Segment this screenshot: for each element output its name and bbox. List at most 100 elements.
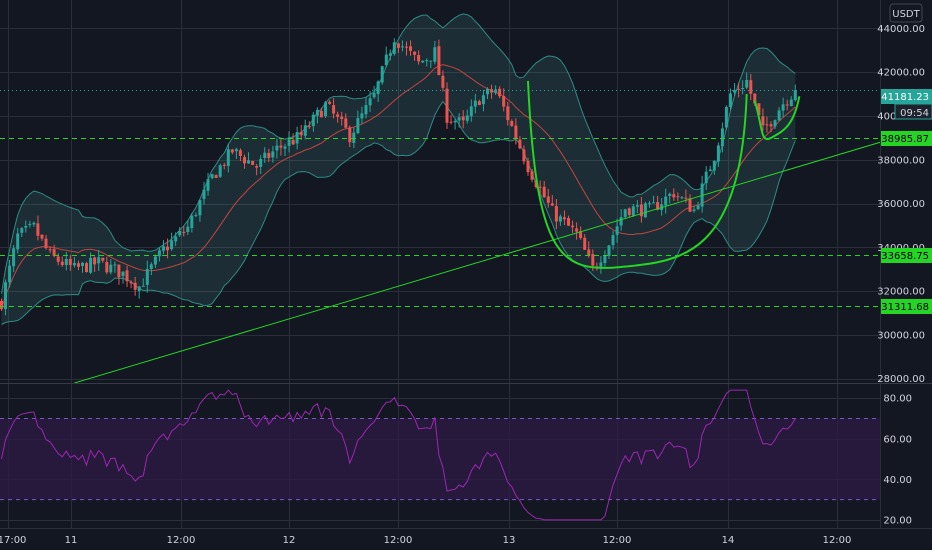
- candle-body: [765, 124, 769, 126]
- horizontal-levels: [0, 90, 880, 307]
- candle-body: [421, 60, 425, 63]
- candle-body: [166, 246, 169, 251]
- candle-body: [210, 174, 214, 179]
- candle-body: [473, 100, 477, 107]
- candle-body: [623, 209, 627, 217]
- candle-body: [170, 240, 174, 250]
- time-tick-label: 11: [65, 535, 78, 546]
- countdown-label: 09:54: [900, 108, 929, 119]
- level-tag-label: 33658.75: [881, 251, 929, 262]
- candle-body: [137, 286, 141, 291]
- candle-body: [405, 46, 408, 48]
- candle-body: [567, 218, 570, 226]
- price-tick-label: 42000.00: [877, 68, 925, 79]
- candle-body: [263, 152, 267, 158]
- time-tick-label: 12:00: [167, 535, 196, 546]
- candle-body: [733, 90, 736, 93]
- candle-body: [243, 157, 246, 164]
- price-tick-label: 30000.00: [877, 330, 925, 341]
- candle-body: [753, 93, 757, 104]
- candle-body: [518, 139, 522, 149]
- candle-body: [668, 193, 672, 196]
- candle-body: [453, 121, 457, 123]
- price-tick-label: 28000.00: [877, 374, 925, 385]
- candle-body: [696, 205, 700, 210]
- candle-body: [781, 104, 785, 111]
- candle-body: [230, 149, 234, 153]
- candle-body: [457, 117, 461, 121]
- candle-body: [417, 55, 421, 62]
- candle-body: [704, 171, 708, 183]
- candle-body: [364, 105, 368, 115]
- level-tag: [881, 131, 932, 146]
- candle-body: [749, 80, 753, 94]
- candle-body: [392, 42, 396, 54]
- candle-body: [498, 88, 502, 97]
- price-tick-label: 36000.00: [877, 199, 925, 210]
- candle-body: [162, 246, 165, 251]
- candle-body: [684, 197, 688, 199]
- currency-button[interactable]: USDT: [889, 3, 923, 23]
- candle-body: [773, 120, 777, 127]
- candle-body: [72, 262, 76, 266]
- candle-body: [186, 226, 190, 232]
- candle-body: [506, 106, 510, 121]
- candle-body: [562, 217, 566, 220]
- candle-body: [724, 106, 728, 128]
- candle-body: [16, 233, 20, 250]
- candle-body: [226, 149, 230, 166]
- candle-body: [542, 186, 546, 198]
- candle-body: [534, 180, 538, 188]
- candle-body: [664, 196, 668, 206]
- rsi-axis[interactable]: 20.00 40.00 60.00 80.00: [883, 394, 912, 527]
- candle-body: [380, 66, 384, 83]
- candle-body: [129, 282, 133, 284]
- candle-body: [93, 257, 97, 265]
- candle-body: [692, 209, 696, 211]
- candle-body: [680, 197, 684, 199]
- trendline: [74, 130, 917, 384]
- candle-body: [259, 158, 263, 167]
- candle-body: [785, 104, 789, 106]
- candle-body: [643, 203, 647, 218]
- candle-body: [178, 231, 182, 236]
- candle-body: [271, 151, 275, 158]
- candle-body: [202, 189, 206, 200]
- candle-body: [360, 113, 364, 119]
- candle-body: [81, 262, 84, 266]
- candle-body: [238, 150, 242, 156]
- candle-body: [344, 118, 348, 128]
- candle-body: [526, 161, 530, 173]
- candle-body: [627, 208, 631, 215]
- handle-arc: [753, 96, 801, 141]
- candle-body: [311, 114, 315, 127]
- candle-body: [599, 262, 603, 267]
- candle-body: [510, 121, 514, 126]
- candle-body: [12, 248, 16, 267]
- candle-body: [409, 46, 412, 51]
- price-axis[interactable]: 28000.0030000.0032000.0034000.0036000.00…: [877, 24, 925, 385]
- candle-body: [48, 249, 52, 251]
- candle-body: [348, 127, 352, 143]
- candle-body: [77, 263, 80, 267]
- candle-body: [445, 88, 449, 123]
- candle-body: [437, 46, 441, 76]
- candle-body: [356, 118, 360, 134]
- candle-body: [336, 114, 340, 117]
- currency-label: USDT: [892, 9, 920, 20]
- candle-body: [60, 261, 64, 265]
- time-tick-label: 12: [283, 535, 296, 546]
- candle-body: [461, 116, 465, 121]
- candle-body: [429, 60, 433, 62]
- candle-body: [571, 225, 574, 228]
- candle-body: [40, 234, 44, 239]
- time-axis[interactable]: 17:00 11 12:00 12 12:00 13 12:00 14 12:00: [0, 535, 851, 546]
- candle-body: [538, 186, 542, 188]
- candle-body: [68, 259, 72, 266]
- candle-body: [109, 264, 113, 273]
- candle-body: [530, 171, 534, 180]
- time-tick-label: 12:00: [603, 535, 632, 546]
- candle-body: [8, 265, 12, 283]
- candle-body: [332, 105, 336, 114]
